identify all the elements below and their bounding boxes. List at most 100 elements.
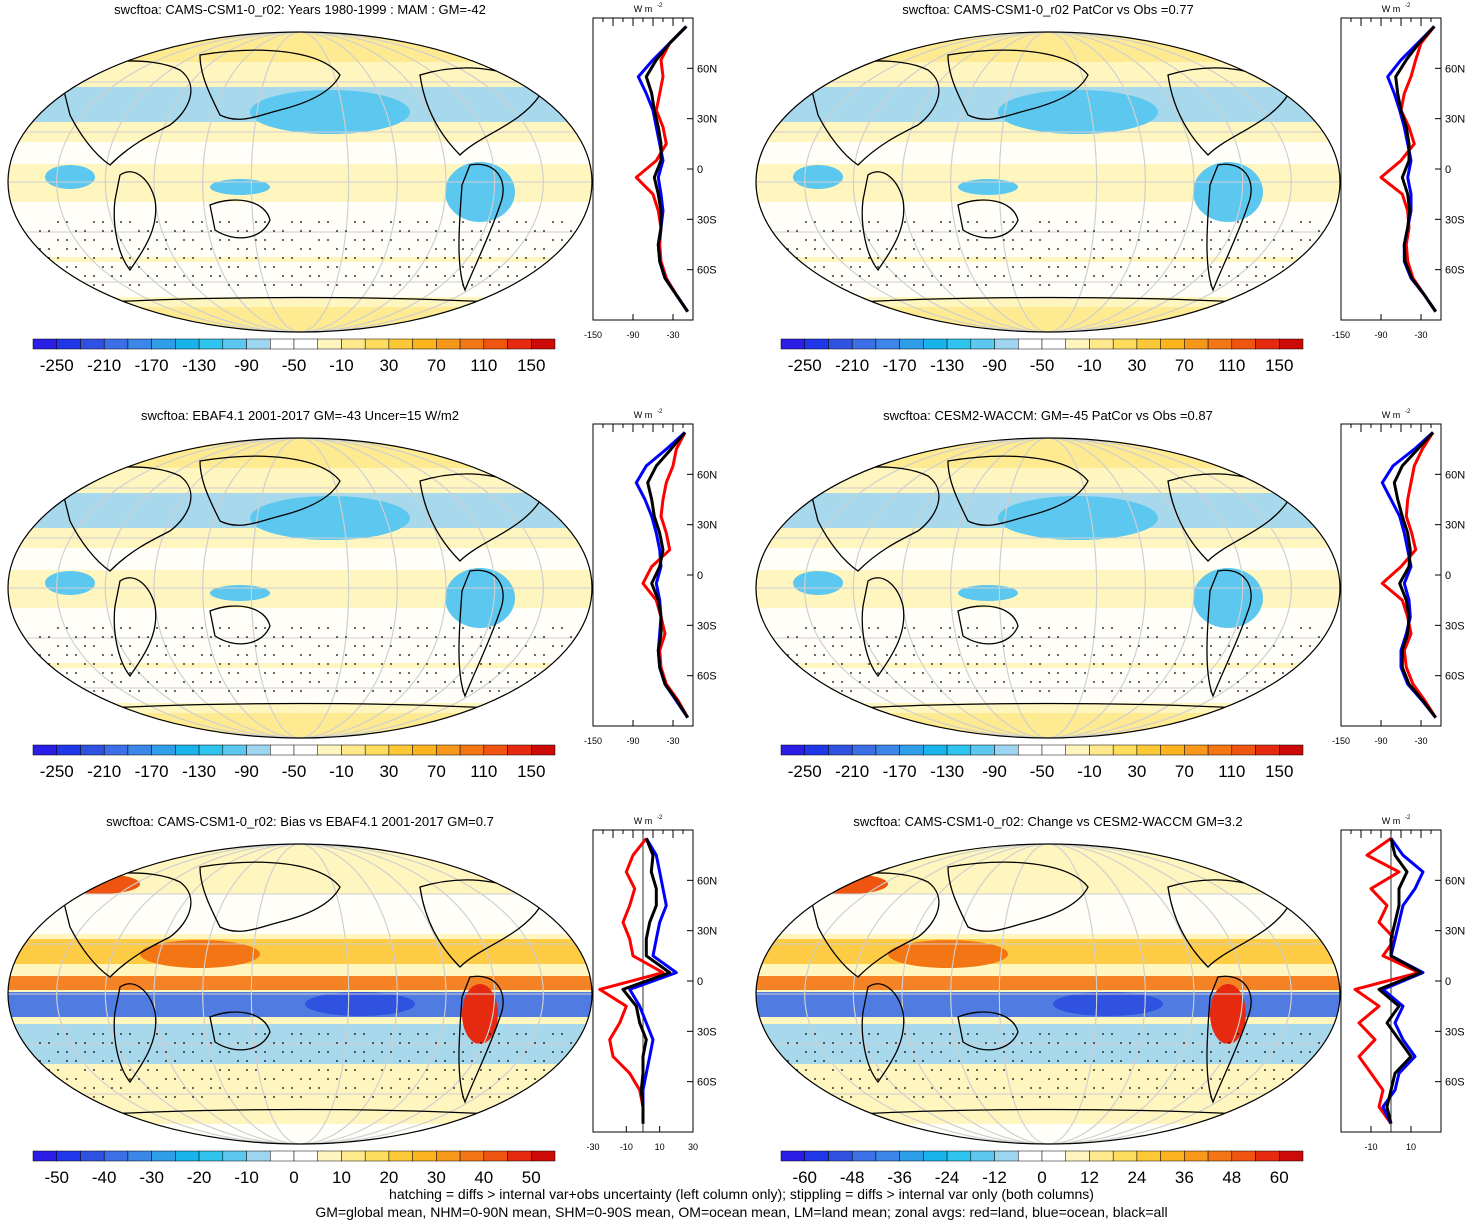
y-tick-label: 60N <box>1445 63 1465 75</box>
colorbar-swatch <box>923 1150 948 1162</box>
colorbar-swatch <box>1207 338 1233 350</box>
colorbar-swatch <box>1279 338 1304 350</box>
colorbar-swatch <box>222 338 247 350</box>
colorbar-label: 150 <box>517 762 545 781</box>
series-line-all <box>621 837 672 1124</box>
colorbar-label: 70 <box>1175 356 1194 375</box>
colorbar: -250 -210 -170 -130 -90 -50 -10 30 70 110 150 <box>32 338 556 375</box>
colorbar-label: -170 <box>883 356 917 375</box>
colorbar-label: 10 <box>332 1168 351 1187</box>
x-tick-label: 30 <box>688 1142 698 1152</box>
y-tick-label: 60N <box>697 875 717 887</box>
colorbar-label: -36 <box>887 1168 912 1187</box>
y-tick-label: 60S <box>1445 1077 1465 1089</box>
units-superscript: -2 <box>657 409 663 415</box>
panel-4: swcftoa: CAMS-CSM1-0_r02: Bias vs EBAF4.… <box>0 812 740 1217</box>
colorbar-swatch <box>1231 1150 1256 1162</box>
y-tick-label: 30S <box>697 214 717 226</box>
colorbar-swatch <box>412 1150 437 1162</box>
colorbar-swatch <box>341 744 366 756</box>
colorbar-swatch <box>198 338 224 350</box>
continent-outline <box>861 171 905 272</box>
zonal-mean-plot: W m -2 -150 -90 -30 60N 30N 0 30S 60S <box>1332 409 1465 746</box>
colorbar-swatch <box>1018 744 1043 756</box>
colorbar-label: -50 <box>1030 762 1055 781</box>
panel-title: swcftoa: CAMS-CSM1-0_r02: Years 1980-199… <box>114 2 486 17</box>
colorbar-label: -50 <box>282 762 307 781</box>
colorbar-swatch <box>459 1150 485 1162</box>
colorbar-swatch <box>507 1150 532 1162</box>
colorbar-label: 30 <box>427 1168 446 1187</box>
units-label: W m <box>1382 816 1401 826</box>
colorbar-label: -210 <box>87 356 121 375</box>
y-tick-label: 0 <box>697 570 703 582</box>
y-tick-label: 0 <box>1445 570 1451 582</box>
continent-outline <box>59 60 192 166</box>
colorbar-label: -250 <box>788 762 822 781</box>
colorbar-label: -10 <box>329 762 354 781</box>
colorbar-swatch <box>483 1150 508 1162</box>
y-tick-label: 0 <box>697 164 703 176</box>
colorbar-swatch <box>388 744 413 756</box>
continent-outline <box>199 49 341 120</box>
colorbar-swatch <box>1160 338 1185 350</box>
y-tick-label: 30N <box>1445 520 1465 532</box>
x-tick-label: 10 <box>1406 1142 1416 1152</box>
y-tick-label: 30N <box>697 520 717 532</box>
y-tick-label: 0 <box>1445 164 1451 176</box>
colorbar-swatch <box>780 1150 805 1162</box>
colorbar-label: 70 <box>427 356 446 375</box>
colorbar-swatch <box>780 744 805 756</box>
continent-outline <box>113 983 157 1084</box>
colorbar-swatch <box>780 338 805 350</box>
colorbar: -50 -40 -30 -20 -10 0 10 20 30 40 50 <box>32 1150 556 1187</box>
colorbar-label: 150 <box>1265 762 1293 781</box>
colorbar-label: 60 <box>1270 1168 1289 1187</box>
colorbar-label: -60 <box>792 1168 817 1187</box>
x-tick-label: -90 <box>626 736 639 746</box>
colorbar-label: 20 <box>379 1168 398 1187</box>
colorbar-swatch <box>80 1150 105 1162</box>
colorbar-label: -210 <box>835 356 869 375</box>
y-tick-label: 60N <box>697 469 717 481</box>
series-line-all <box>646 431 689 719</box>
colorbar-label: -50 <box>282 356 307 375</box>
colorbar-swatch <box>246 744 271 756</box>
colorbar-swatch <box>222 744 247 756</box>
map-border <box>7 31 593 333</box>
colorbar-swatch <box>436 338 461 350</box>
panel-3: swcftoa: CESM2-WACCM: GM=-45 PatCor vs O… <box>748 406 1483 811</box>
colorbar-swatch <box>1160 744 1185 756</box>
colorbar-swatch <box>32 338 57 350</box>
colorbar-swatch <box>293 338 318 350</box>
x-tick-label: -30 <box>666 330 679 340</box>
continent-outline <box>1206 975 1252 1104</box>
colorbar-swatch <box>1041 1150 1066 1162</box>
map <box>755 437 1341 739</box>
colorbar: -60 -48 -36 -24 -12 0 12 24 36 48 60 <box>780 1150 1304 1187</box>
colorbar-swatch <box>103 338 129 350</box>
colorbar-swatch <box>388 1150 413 1162</box>
series-line-all <box>644 25 689 313</box>
colorbar-swatch <box>851 1150 877 1162</box>
colorbar-swatch <box>851 338 877 350</box>
colorbar-swatch <box>483 744 508 756</box>
colorbar: -250 -210 -170 -130 -90 -50 -10 30 70 110 150 <box>780 338 1304 375</box>
colorbar-swatch <box>246 338 271 350</box>
continent-outline <box>1206 163 1252 292</box>
colorbar-label: -130 <box>930 762 964 781</box>
y-tick-label: 60N <box>1445 469 1465 481</box>
colorbar-swatch <box>923 338 948 350</box>
zonal-mean-plot: W m -2 -150 -90 -30 60N 30N 0 30S 60S <box>584 3 717 340</box>
colorbar-swatch <box>946 1150 972 1162</box>
colorbar-label: -20 <box>187 1168 212 1187</box>
continent-outline <box>419 473 541 562</box>
continent-outline <box>209 605 271 645</box>
map-border <box>7 843 593 1145</box>
continent-outline <box>199 455 341 526</box>
colorbar-label: -10 <box>329 356 354 375</box>
continent-outline <box>209 199 271 239</box>
colorbar-swatch <box>1255 744 1280 756</box>
colorbar-label: 110 <box>470 762 497 781</box>
colorbar-swatch <box>1041 744 1066 756</box>
